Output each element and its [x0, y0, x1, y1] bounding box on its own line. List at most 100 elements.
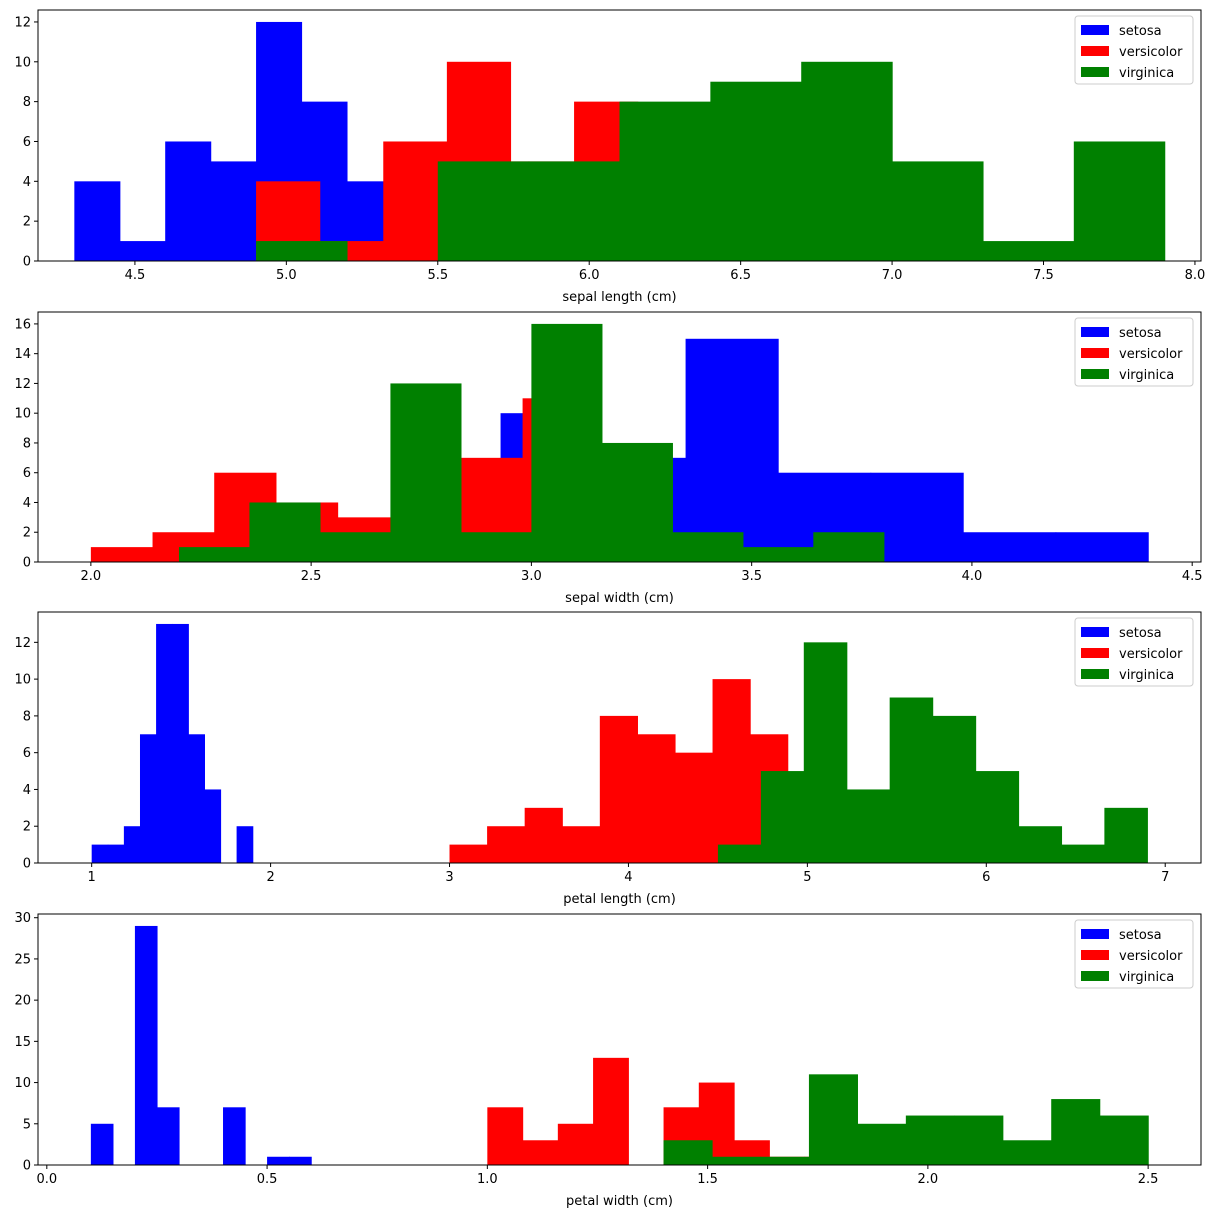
histogram-bar	[1002, 1140, 1052, 1165]
histogram-bar	[156, 1107, 180, 1165]
x-tick-label: 4.5	[125, 268, 146, 283]
x-tick-label: 1.0	[477, 1172, 498, 1187]
histogram-bar	[1104, 807, 1148, 863]
histogram-bar	[390, 383, 462, 562]
histogram-bar	[172, 623, 189, 863]
histogram-bar	[905, 1115, 955, 1165]
x-tick-label: 3	[445, 870, 453, 885]
histogram-bar	[531, 323, 603, 562]
histogram-bar	[487, 826, 526, 863]
histogram-bar	[289, 1156, 312, 1165]
x-tick-label: 2.0	[81, 569, 102, 584]
histogram-bar	[857, 1123, 907, 1165]
histogram-bar	[593, 1057, 629, 1165]
series-virginica	[256, 61, 1166, 262]
x-tick-label: 3.0	[521, 569, 542, 584]
x-tick-label: 6.0	[579, 268, 600, 283]
x-tick-label: 5	[803, 870, 811, 885]
histogram-panel-4: 0.0 0.5 1.0 1.5 2.0 2.5 0 5 10 15 20 25 30 petal widt…	[14, 911, 1202, 1209]
y-tick-label: 6	[23, 746, 31, 761]
y-tick-label: 2	[23, 526, 31, 541]
x-tick-label: 7.5	[1033, 268, 1054, 283]
histogram-bar	[204, 789, 222, 863]
x-tick-label: 2.0	[918, 1172, 939, 1187]
legend-label-versicolor: versicolor	[1119, 647, 1183, 662]
y-tick-label: 16	[14, 317, 31, 332]
histogram-bar	[139, 734, 157, 863]
y-tick-label: 20	[14, 994, 31, 1009]
histogram-bar	[236, 826, 254, 863]
histogram-bar	[90, 1123, 114, 1165]
histogram-bar	[712, 1156, 762, 1165]
axes-frame	[37, 9, 1202, 262]
y-tick-label: 6	[23, 466, 31, 481]
y-tick-label: 8	[23, 436, 31, 451]
x-tick-label: 2.5	[1138, 1172, 1159, 1187]
histogram-panel-2: 2.0 2.5 3.0 3.5 4.0 4.5 0 2 4 6 8 10 12 14 16 sepal wid…	[14, 311, 1203, 606]
histogram-bar	[123, 826, 141, 863]
x-tick-label: 6.5	[730, 268, 751, 283]
histogram-bar	[601, 442, 673, 562]
histogram-bar	[557, 1123, 594, 1165]
y-tick-label: 0	[23, 857, 31, 872]
y-tick-label: 4	[23, 496, 31, 511]
histogram-bar	[107, 844, 125, 863]
series-virginica	[663, 1074, 1149, 1165]
x-tick-label: 1.5	[697, 1172, 718, 1187]
x-tick-label: 8.0	[1185, 268, 1206, 283]
axes-frame	[37, 611, 1202, 864]
axes-frame	[37, 913, 1202, 1166]
histogram-bar	[383, 141, 448, 261]
histogram-bar	[975, 771, 1020, 863]
legend-swatch-setosa	[1081, 25, 1109, 35]
histogram-bar	[742, 547, 814, 562]
y-tick-label: 0	[23, 556, 31, 571]
y-tick-label: 2	[23, 820, 31, 835]
histogram-bar	[963, 532, 1057, 562]
x-axis-title: petal width (cm)	[566, 1194, 673, 1209]
histogram-bar	[528, 161, 621, 261]
legend-label-setosa: setosa	[1119, 326, 1162, 341]
legend: setosa versicolor virginica	[1074, 617, 1194, 687]
x-tick-label: 3.5	[741, 569, 762, 584]
histogram-bar	[599, 715, 638, 863]
histogram-bar	[256, 241, 348, 261]
legend-swatch-virginica	[1081, 669, 1109, 679]
histogram-bar	[1061, 844, 1105, 863]
y-tick-label: 30	[14, 911, 31, 926]
histogram-bar	[717, 844, 762, 863]
histogram-bar	[1051, 1099, 1101, 1165]
y-tick-label: 10	[14, 1076, 31, 1091]
histogram-bar	[165, 141, 212, 261]
x-tick-label: 5.5	[427, 268, 448, 283]
legend-label-versicolor: versicolor	[1119, 949, 1183, 964]
y-tick-label: 10	[14, 55, 31, 70]
histogram-bar	[178, 547, 251, 562]
histogram-bar	[1018, 826, 1063, 863]
histogram-bar	[1099, 1115, 1149, 1165]
histogram-bar	[760, 771, 805, 863]
x-axis-title: sepal length (cm)	[562, 290, 676, 305]
histogram-bar	[249, 502, 321, 562]
axes-frame	[37, 311, 1202, 563]
x-tick-label: 1	[88, 870, 96, 885]
legend-swatch-setosa	[1081, 929, 1109, 939]
x-tick-label: 7	[1161, 870, 1169, 885]
histogram-bar	[685, 338, 779, 562]
legend: setosa versicolor virginica	[1074, 919, 1194, 989]
x-tick-label: 5.0	[276, 268, 297, 283]
histogram-bar	[846, 789, 891, 863]
legend-swatch-versicolor	[1081, 648, 1109, 658]
y-tick-label: 25	[14, 952, 31, 967]
y-tick-label: 14	[14, 347, 31, 362]
legend-label-virginica: virginica	[1119, 66, 1174, 81]
histogram-bar	[760, 1156, 810, 1165]
x-tick-label: 7.0	[882, 268, 903, 283]
histogram-bar	[954, 1115, 1004, 1165]
x-tick-label: 4.5	[1182, 569, 1203, 584]
y-tick-label: 2	[23, 215, 31, 230]
histogram-bar	[674, 752, 714, 863]
histogram-panel-1: 4.5 5.0 5.5 6.0 6.5 7.0 7.5 8.0 0 2 4 6 8 10 12 sepal l…	[14, 9, 1206, 305]
